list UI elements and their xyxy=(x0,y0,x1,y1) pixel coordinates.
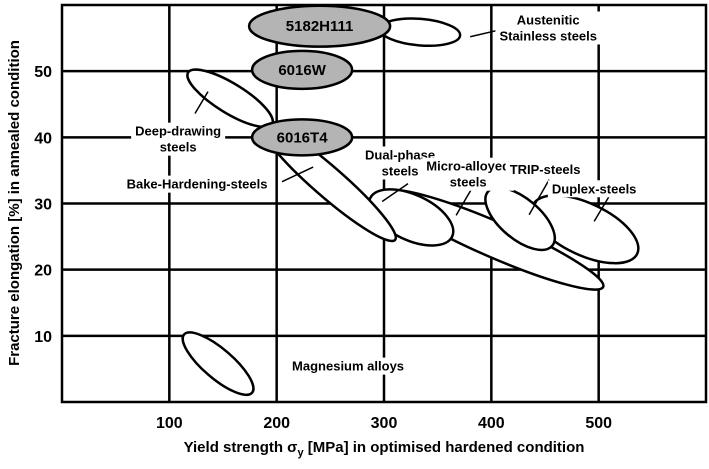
tick-labels: 100 200 300 400 500 10 20 30 40 50 xyxy=(34,64,612,432)
annotation-background xyxy=(131,122,226,156)
y-tick-label: 30 xyxy=(34,197,52,214)
annotation-text: Stainless steels xyxy=(499,28,597,43)
region-label-6016t4: 6016T4 xyxy=(277,129,329,146)
annotation-text: steels xyxy=(382,163,419,178)
plot-frame xyxy=(60,3,708,404)
annotation-text: steels xyxy=(450,175,487,190)
annotation-background xyxy=(505,161,585,179)
region-6016w xyxy=(250,49,354,91)
region-austenitic-stainless-steels xyxy=(378,17,462,47)
annotation-text: Micro-alloyed xyxy=(426,159,510,174)
region-trip-steels xyxy=(484,186,556,252)
leader-line xyxy=(593,195,610,222)
leader-line xyxy=(455,189,472,216)
annotation-text: Magnesium alloys xyxy=(292,359,404,374)
leader-line xyxy=(194,91,209,114)
leader-line xyxy=(381,183,409,203)
annotation-text: Duplex-steels xyxy=(552,181,637,196)
annotation-text: Austenitic xyxy=(517,12,580,27)
region-6016t4 xyxy=(250,118,354,157)
annotation-text: TRIP-steels xyxy=(510,162,581,177)
annotation: Magnesium alloys xyxy=(288,357,409,375)
x-axis-label: Yield strength σy [MPa] in optimised har… xyxy=(184,439,585,459)
leader-line xyxy=(528,179,550,216)
annotation-background xyxy=(122,175,272,193)
leader-line xyxy=(281,166,314,183)
regions: 5182H111 6016W 6016T4 xyxy=(181,4,640,397)
y-tick-label: 40 xyxy=(34,130,52,147)
annotation: Duplex-steels xyxy=(547,180,641,222)
y-axis-label: Fracture elongation [%] in annealed cond… xyxy=(6,40,23,366)
y-tick-label: 50 xyxy=(34,64,52,81)
annotation-text: Bake-Hardening-steels xyxy=(127,177,268,192)
y-tick-label: 10 xyxy=(34,329,52,346)
x-tick-label: 400 xyxy=(478,415,505,432)
annotation-background xyxy=(495,11,602,45)
annotation: Bake-Hardening-steels xyxy=(122,166,314,193)
annotation: TRIP-steels xyxy=(505,161,585,216)
x-tick-label: 200 xyxy=(263,415,290,432)
annotation-text: steels xyxy=(160,140,197,155)
region-label-6016w: 6016W xyxy=(278,62,326,79)
region-magnesium-alloys xyxy=(181,331,255,397)
annotation-background xyxy=(288,357,409,375)
x-tick-label: 100 xyxy=(156,415,183,432)
annotation-text: Deep-drawing xyxy=(135,124,221,139)
annotation-background xyxy=(547,180,641,198)
x-tick-label: 500 xyxy=(585,415,612,432)
annotation-text: Dual-phase xyxy=(365,147,435,162)
annotation-background xyxy=(422,157,515,191)
x-tick-label: 300 xyxy=(371,415,398,432)
y-tick-label: 20 xyxy=(34,263,52,280)
region-label-5182h111: 5182H111 xyxy=(286,18,354,35)
